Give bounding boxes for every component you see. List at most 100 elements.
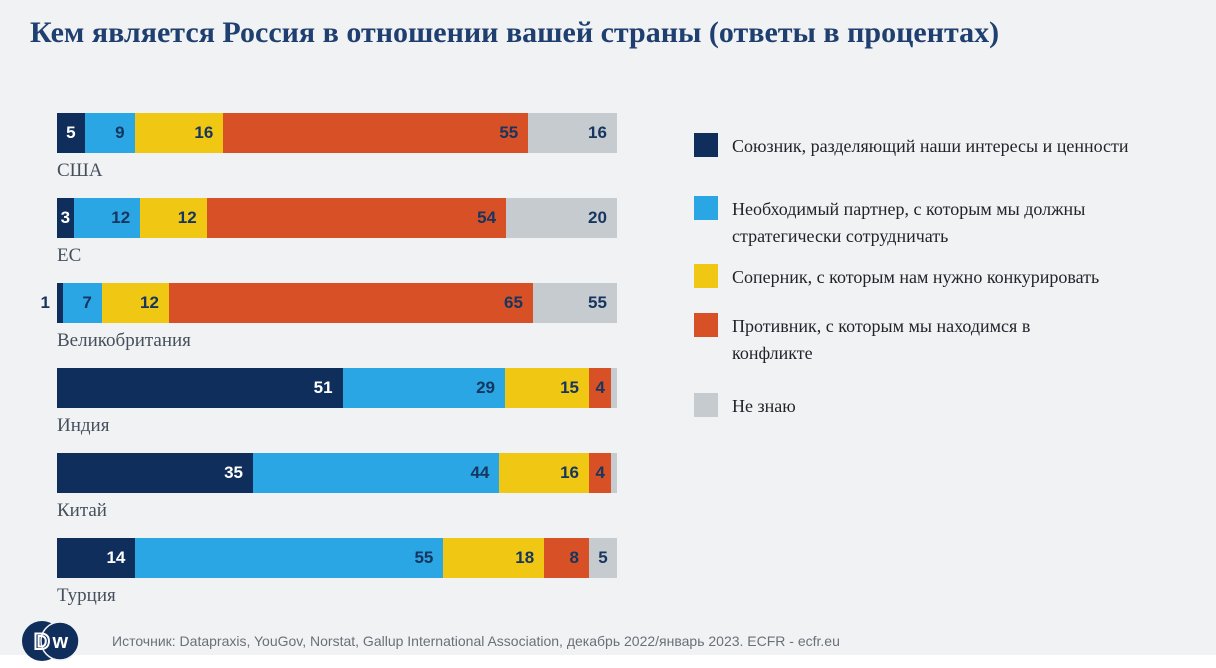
bar-segment-orange: 55 (223, 113, 529, 153)
legend-swatch-gray (694, 393, 718, 417)
legend-label: Соперник, с которым нам нужно конкуриров… (732, 267, 1100, 287)
bar-segment-gray (611, 453, 617, 493)
legend-label: Не знаю (732, 396, 796, 416)
bar-value-label: 16 (194, 123, 214, 142)
bar-value-label: 9 (115, 123, 125, 142)
bar-segment-gray: 16 (528, 113, 617, 153)
legend-label: Союзник, разделяющий наши интересы и цен… (732, 136, 1129, 156)
bar-value-label: 4 (595, 378, 605, 397)
legend-swatch-navy (694, 133, 718, 157)
country-label: Китай (57, 500, 107, 521)
bar-value-label: 12 (140, 293, 159, 312)
bar-value-label: 55 (499, 123, 519, 142)
bar-value-label: 65 (504, 293, 523, 312)
bar-value-label: 54 (477, 208, 497, 227)
legend-label: Противник, с которым мы находимся в конфл… (732, 316, 1031, 363)
svg-text:w: w (52, 631, 69, 653)
bar-segment-orange: 4 (588, 368, 612, 408)
bar-value-label: 35 (224, 463, 243, 482)
bar-segment-navy: 51 (57, 368, 343, 408)
legend-item: Не знаю (694, 393, 1164, 420)
bar-segment-navy: 3 (57, 198, 74, 238)
legend-item: Противник, с которым мы находимся в конфл… (694, 313, 1164, 367)
stacked-bar: 1 7 12 65 55 (41, 283, 617, 323)
bar-value-label: 20 (588, 208, 607, 227)
bar-value-label: 8 (569, 548, 579, 567)
dw-logo-icon: D w (22, 621, 80, 661)
bar-segment-orange: 8 (544, 538, 589, 578)
bar-segment-blue: 7 (62, 283, 102, 323)
chart-row: 51 29 15 4 Индия (57, 368, 617, 453)
stacked-bar: 35 44 16 4 (57, 453, 617, 493)
bar-segment-navy: 5 (57, 113, 85, 153)
country-label: Великобритания (57, 330, 191, 351)
bar-segment-navy: 14 (57, 538, 136, 578)
bar-segment-gray (611, 368, 617, 408)
bar-value-label: 44 (470, 463, 490, 482)
bar-segment-blue: 29 (342, 368, 505, 408)
bar-value-label: 16 (560, 463, 579, 482)
bar-segment-yellow: 18 (443, 538, 545, 578)
bar-value-label: 5 (66, 123, 76, 142)
bar-value-label: 16 (588, 123, 607, 142)
country-label: Индия (57, 415, 110, 436)
chart-title: Кем является Россия в отношении вашей ст… (30, 16, 1000, 49)
bar-segment-gray: 5 (588, 538, 617, 578)
bar-segment-yellow: 15 (504, 368, 589, 408)
footer-bottom-strip (0, 655, 1216, 668)
bar-value-label: 29 (476, 378, 495, 397)
bar-segment-yellow: 12 (140, 198, 207, 238)
bar-segment-blue: 55 (135, 538, 444, 578)
bar-value-label: 14 (106, 548, 126, 567)
bar-value-label: 12 (111, 208, 131, 227)
stacked-bar: 51 29 15 4 (57, 368, 617, 408)
legend-swatch-yellow (694, 264, 718, 288)
bar-segment-yellow: 16 (499, 453, 589, 493)
bar-segment-yellow: 12 (101, 283, 169, 323)
bar-segment-blue: 9 (84, 113, 135, 153)
stacked-bar: 5 9 16 55 16 (57, 113, 617, 153)
bar-value-label: 7 (82, 293, 92, 312)
bar-value-label: 55 (414, 548, 434, 567)
bar-value-label: 3 (60, 208, 71, 227)
bar-segment-orange: 4 (588, 453, 612, 493)
bar-value-label: 15 (560, 378, 579, 397)
legend-item: Соперник, с которым нам нужно конкуриров… (694, 264, 1164, 291)
bar-value-label: 12 (177, 208, 197, 227)
bar-value-label: 51 (313, 378, 333, 397)
bar-segment-blue: 44 (253, 453, 500, 493)
legend: Союзник, разделяющий наши интересы и цен… (694, 133, 1164, 420)
bar-segment-yellow: 16 (134, 113, 224, 153)
bar-segment-gray: 55 (532, 283, 617, 323)
bar-segment-navy (57, 283, 63, 323)
legend-swatch-orange (694, 313, 718, 337)
chart-row: 35 44 16 4 Китай (57, 453, 617, 538)
bar-segment-blue: 12 (73, 198, 141, 238)
chart-row: 5 9 16 55 16 США (57, 113, 617, 198)
stacked-bar: 3 12 12 54 20 (57, 198, 617, 238)
bar-segment-gray: 20 (506, 198, 617, 238)
country-label: Турция (57, 585, 116, 606)
country-label: США (57, 160, 103, 181)
bar-segment-navy: 35 (57, 453, 253, 493)
bar-value-label-outside: 1 (40, 293, 50, 312)
legend-item: Необходимый партнер, с которым мы должны… (694, 196, 1164, 250)
chart-row: 14 55 18 8 5 Турция (57, 538, 617, 623)
legend-swatch-blue (694, 196, 718, 220)
bar-segment-orange: 54 (206, 198, 507, 238)
source-text: Источник: Datapraxis, YouGov, Norstat, G… (112, 633, 840, 649)
legend-label: Необходимый партнер, с которым мы должны… (732, 199, 1086, 246)
bar-value-label: 5 (598, 548, 608, 567)
footer: D w Источник: Datapraxis, YouGov, Norsta… (22, 620, 840, 662)
chart-row: 3 12 12 54 20 ЕС (57, 198, 617, 283)
bar-value-label: 18 (515, 548, 535, 567)
svg-text:D: D (34, 629, 50, 654)
stacked-bar: 14 55 18 8 5 (57, 538, 617, 578)
chart-row: 1 7 12 65 55 Великобритания (41, 283, 617, 368)
bar-value-label: 55 (588, 293, 607, 312)
bar-segment-orange: 65 (168, 283, 533, 323)
bar-value-label: 4 (595, 463, 605, 482)
country-label: ЕС (57, 245, 82, 266)
bar-chart: 5 9 16 55 16 США 3 12 12 54 20 ЕС 1 7 12 65 55 Великобрит… (41, 113, 617, 623)
